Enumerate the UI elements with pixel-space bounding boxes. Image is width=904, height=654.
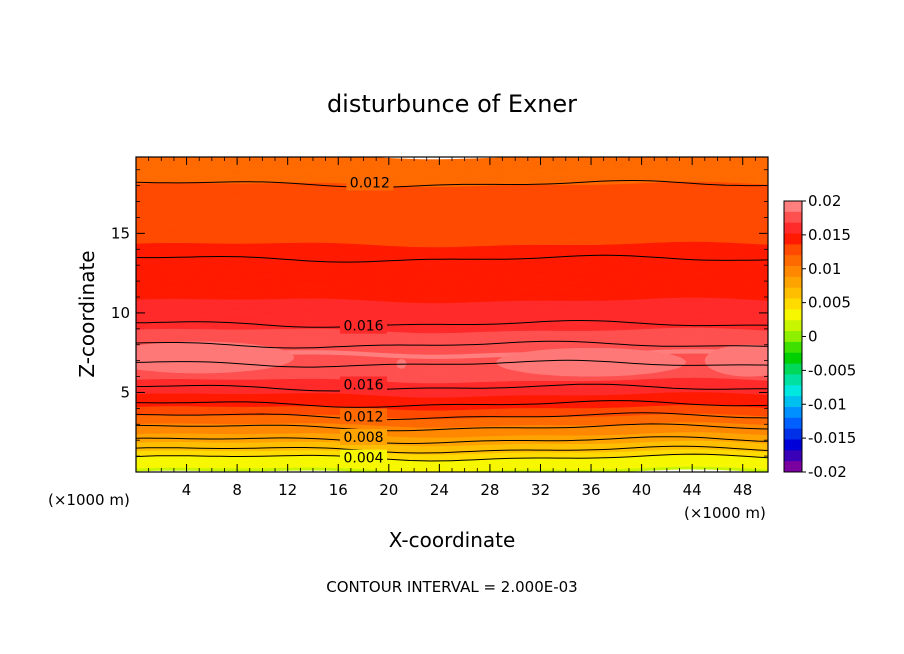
contour-line <box>136 383 768 392</box>
colorbar-swatch <box>784 244 802 256</box>
x-tick-label: 8 <box>232 481 242 499</box>
colorbar-swatch <box>784 201 802 213</box>
colorbar-swatch <box>784 417 802 430</box>
contour-line <box>136 319 768 328</box>
field-maximum-region <box>704 344 768 377</box>
colorbar-swatch <box>784 352 802 365</box>
contour-line <box>136 445 768 454</box>
x-tick-label: 28 <box>480 481 499 499</box>
plot-area <box>136 157 768 472</box>
y-tick-label: 15 <box>111 224 130 242</box>
colorbar-swatch <box>784 222 802 235</box>
colorbar-swatch <box>784 406 802 419</box>
y-tick-label: 5 <box>120 383 130 401</box>
contour-label: 0.012 <box>350 175 390 191</box>
x-tick-label: 24 <box>430 481 449 499</box>
x-axis-label: X-coordinate <box>389 528 516 552</box>
field-maximum-region <box>136 341 294 374</box>
colorbar: 0.02 0.015 0.01 0.005 0 -0.005 -0.01 -0.015 -0.0… <box>783 192 856 481</box>
contour-line <box>136 412 768 421</box>
contour-label-bg <box>340 449 388 466</box>
colorbar-label: -0.02 <box>808 463 847 481</box>
colorbar-swatch <box>784 428 802 440</box>
x-tick-label: 4 <box>182 481 192 499</box>
contour-line <box>136 453 768 462</box>
colorbar-swatch <box>784 385 802 397</box>
y-tick-label: 10 <box>111 304 130 322</box>
contour-line <box>136 179 768 188</box>
x-tick-label: 44 <box>683 481 702 499</box>
x-tick-label: 20 <box>379 481 398 499</box>
contour-label: 0.016 <box>343 378 383 394</box>
colorbar-label: 0 <box>808 328 818 346</box>
contour-line <box>136 340 768 349</box>
colorbar-swatch <box>784 266 802 278</box>
colorbar-label: 0.015 <box>808 226 851 244</box>
x-tick-label: 36 <box>581 481 600 499</box>
colorbar-label: -0.005 <box>808 361 856 379</box>
contour-label-bg <box>340 429 388 445</box>
contour-label: 0.008 <box>343 430 383 446</box>
colorbar-label: 0.01 <box>808 260 841 278</box>
contour-line <box>136 436 768 445</box>
colorbar-swatch <box>784 309 802 321</box>
colorbar-swatch <box>784 461 802 473</box>
x-tick-label: 12 <box>278 481 297 499</box>
contour-label-bg <box>346 174 394 191</box>
contour-label-bg <box>340 317 388 334</box>
contour-interval-footer: CONTOUR INTERVAL = 2.000E-03 <box>326 578 577 596</box>
contour-labels: 0.012 0.016 0.016 0.012 0.008 0.004 <box>340 174 394 467</box>
y-axis-label: Z-coordinate <box>75 250 99 377</box>
chart-title: disturbunce of Exner <box>327 90 577 118</box>
colorbar-swatch <box>784 298 802 310</box>
colorbar-swatch <box>784 450 802 462</box>
field-maximum-region <box>496 347 686 377</box>
colorbar-label: 0.02 <box>808 192 841 210</box>
x-unit-left: (×1000 m) <box>48 491 130 509</box>
colorbar-label: 0.005 <box>808 294 851 312</box>
contour-label-bg <box>340 376 388 393</box>
contour-line <box>136 400 768 408</box>
x-tick-label: 40 <box>632 481 651 499</box>
colorbar-label: -0.015 <box>808 429 856 447</box>
colorbar-swatch <box>784 320 802 332</box>
contour-line <box>136 254 768 263</box>
y-axis: 5 10 15 <box>111 169 768 457</box>
colorbar-swatch <box>784 255 802 267</box>
contour-label-bg <box>340 408 388 425</box>
colorbar-label: -0.01 <box>808 395 847 413</box>
x-unit-right: (×1000 m) <box>684 504 766 522</box>
colorbar-swatch <box>784 374 802 386</box>
colorbar-swatch <box>784 276 802 289</box>
x-tick-label: 48 <box>733 481 752 499</box>
colorbar-swatch <box>784 211 802 224</box>
contour-line <box>136 423 768 432</box>
contour-line <box>136 359 768 368</box>
x-tick-label: 16 <box>329 481 348 499</box>
x-tick-label: 32 <box>531 481 550 499</box>
contour-label: 0.004 <box>343 451 383 467</box>
contour-label: 0.012 <box>343 409 383 425</box>
colorbar-swatch <box>784 396 802 408</box>
colorbar-swatch <box>784 233 802 245</box>
contour-label: 0.016 <box>343 319 383 335</box>
x-axis: 4 8 12 16 20 24 28 32 36 40 44 48 <box>148 157 756 499</box>
colorbar-swatch <box>784 287 802 300</box>
colorbar-swatch <box>784 331 802 343</box>
colorbar-swatch <box>784 363 802 375</box>
colorbar-swatch <box>784 341 802 354</box>
colorbar-swatch <box>784 439 802 451</box>
